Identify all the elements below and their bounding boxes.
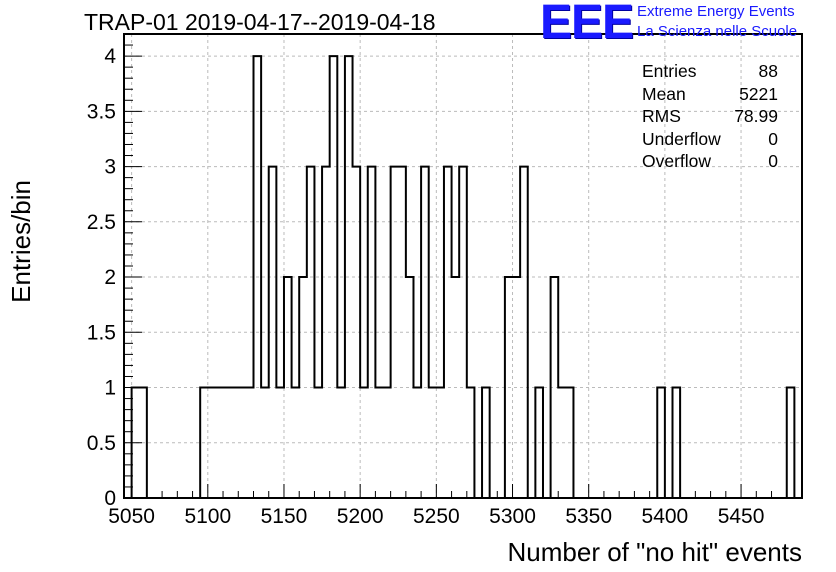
stat-entries-value: 88: [758, 61, 778, 81]
eee-logo: EEE: [540, 0, 634, 49]
stat-underflow-label: Underflow: [642, 128, 721, 149]
stats-box: Entries 88 Mean 5221 RMS 78.99 Underflow…: [642, 60, 778, 173]
logo-line-2: La Scienza nelle Scuole: [637, 23, 798, 40]
logo-line-1: Extreme Energy Events: [637, 3, 795, 20]
stat-rms: RMS 78.99: [642, 105, 778, 128]
stat-mean-label: Mean: [642, 83, 686, 104]
stat-rms-value: 78.99: [734, 106, 778, 126]
y-tick-label: 3.5: [87, 100, 116, 123]
stat-overflow-label: Overflow: [642, 151, 712, 171]
stat-underflow-value: 0: [768, 128, 778, 149]
stat-mean-value: 5221: [739, 83, 778, 104]
histogram-outline: [124, 55, 802, 499]
x-tick-label: 5200: [337, 505, 384, 528]
y-tick-label: 1: [104, 377, 116, 400]
y-tick-label: 4: [104, 45, 116, 68]
x-tick-label: 5050: [108, 505, 155, 528]
stat-rms-label: RMS: [642, 106, 681, 126]
y-tick-label: 3: [104, 156, 116, 179]
stat-overflow: Overflow 0: [642, 150, 778, 173]
y-tick-label: 0.5: [87, 432, 116, 455]
x-tick-labels: 5050 5100 5150 5200 5250 5300 5350 5400 5450: [108, 505, 764, 528]
stat-overflow-value: 0: [768, 151, 778, 171]
x-tick-label: 5450: [718, 505, 765, 528]
stat-mean: Mean 5221: [642, 83, 778, 106]
stat-underflow: Underflow 0: [642, 128, 778, 151]
x-tick-label: 5350: [565, 505, 612, 528]
axis-ticks: [124, 33, 803, 499]
stat-entries-label: Entries: [642, 61, 697, 81]
x-tick-label: 5300: [489, 505, 536, 528]
x-tick-label: 5150: [261, 505, 308, 528]
x-tick-label: 5400: [642, 505, 689, 528]
chart-title: TRAP-01 2019-04-17--2019-04-18: [84, 9, 436, 35]
y-tick-label: 1.5: [87, 321, 116, 344]
stat-entries: Entries 88: [642, 60, 778, 83]
y-tick-label: 2: [104, 266, 116, 289]
x-axis-label: Number of "no hit" events: [507, 537, 803, 567]
x-tick-label: 5250: [413, 505, 460, 528]
y-tick-label: 0: [104, 487, 116, 510]
y-tick-label: 2.5: [87, 211, 116, 234]
y-tick-labels: 0 0.5 1 1.5 2 2.5 3 3.5 4: [87, 45, 117, 510]
x-tick-label: 5100: [184, 505, 231, 528]
y-axis-label-text: Entries/bin: [6, 180, 36, 303]
y-axis-label: Entries/bin: [6, 57, 37, 303]
logo-caption: Extreme Energy Events La Scienza nelle S…: [637, 2, 797, 42]
